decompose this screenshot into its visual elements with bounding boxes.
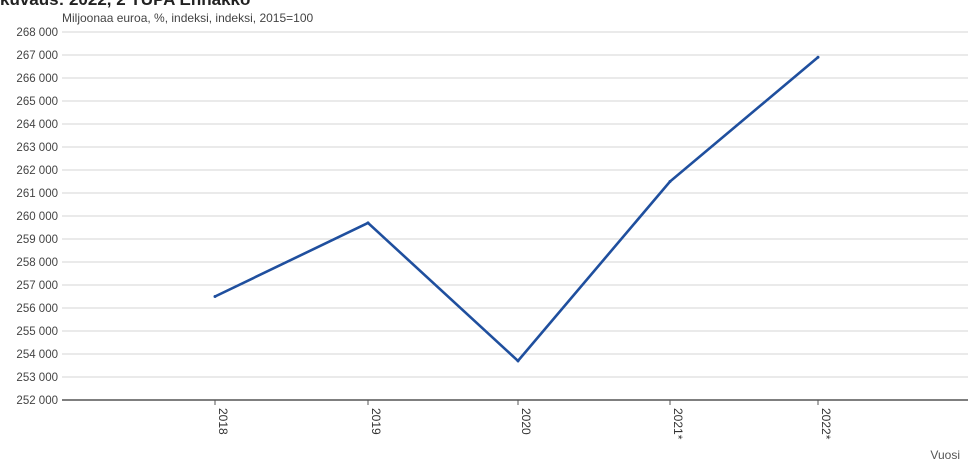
series-line	[214, 56, 819, 363]
y-tick-label: 266 000	[16, 73, 58, 85]
y-tick-label: 262 000	[16, 165, 58, 177]
x-axis-label: Vuosi	[930, 448, 960, 462]
data-point[interactable]	[516, 359, 520, 363]
data-point[interactable]	[213, 295, 217, 298]
x-tick-label: 2021*	[671, 408, 685, 440]
y-tick-label: 265 000	[16, 96, 58, 108]
y-tick-label: 260 000	[16, 211, 58, 223]
y-tick-label: 254 000	[16, 349, 58, 361]
x-tick-label: 2020	[519, 408, 533, 435]
page-title: kuvaus: 2022, 2 TUPA Ennakko	[0, 0, 250, 10]
x-tick-label: 2022*	[819, 408, 833, 440]
y-tick-label: 255 000	[16, 326, 58, 338]
y-tick-label: 263 000	[16, 142, 58, 154]
chart-subtitle: Miljoonaa euroa, %, indeksi, indeksi, 20…	[62, 11, 314, 25]
x-tick-label: 2018	[216, 408, 230, 435]
y-tick-label: 259 000	[16, 234, 58, 246]
y-tick-label: 264 000	[16, 119, 58, 131]
y-tick-label: 256 000	[16, 303, 58, 315]
y-tick-label: 267 000	[16, 50, 58, 62]
y-tick-label: 261 000	[16, 188, 58, 200]
data-point[interactable]	[816, 55, 820, 59]
data-point[interactable]	[366, 221, 370, 225]
y-tick-label: 253 000	[16, 372, 58, 384]
x-tick-label: 2019	[369, 408, 383, 435]
y-tick-label: 258 000	[16, 257, 58, 269]
data-point[interactable]	[668, 180, 672, 183]
y-tick-label: 268 000	[16, 27, 58, 39]
y-tick-label: 257 000	[16, 280, 58, 292]
y-tick-label: 252 000	[16, 395, 58, 407]
